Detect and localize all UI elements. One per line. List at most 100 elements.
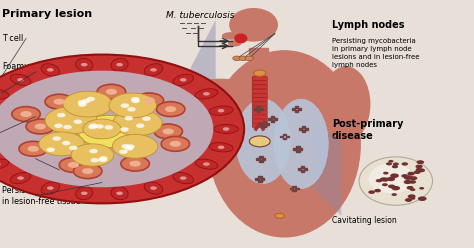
Text: Persisting mycobacteria
in primary lymph node
lesions and in lesion-free
lymph n: Persisting mycobacteria in primary lymph…	[332, 38, 419, 68]
Ellipse shape	[10, 172, 31, 184]
Circle shape	[89, 149, 98, 153]
Bar	[263, 125, 266, 127]
Circle shape	[131, 99, 140, 103]
Ellipse shape	[274, 99, 328, 188]
Circle shape	[71, 144, 114, 166]
Bar	[274, 118, 277, 120]
Circle shape	[374, 189, 381, 192]
FancyBboxPatch shape	[252, 98, 267, 102]
Bar	[298, 168, 301, 170]
Circle shape	[112, 134, 158, 158]
Circle shape	[150, 68, 157, 72]
FancyBboxPatch shape	[252, 115, 267, 119]
Circle shape	[275, 213, 284, 218]
Ellipse shape	[214, 124, 238, 133]
Bar	[253, 141, 256, 142]
Bar	[180, 23, 185, 24]
Bar	[295, 110, 298, 112]
Circle shape	[53, 136, 61, 141]
Circle shape	[97, 84, 126, 99]
Circle shape	[0, 92, 1, 95]
Circle shape	[62, 141, 71, 145]
Ellipse shape	[195, 89, 218, 99]
Circle shape	[382, 183, 388, 186]
Circle shape	[119, 150, 128, 154]
Circle shape	[135, 93, 164, 108]
Circle shape	[47, 68, 54, 72]
FancyBboxPatch shape	[249, 48, 268, 78]
Bar	[259, 141, 262, 142]
Circle shape	[223, 127, 229, 131]
Bar	[182, 28, 187, 29]
Ellipse shape	[10, 74, 31, 86]
Bar	[280, 136, 283, 137]
Bar	[258, 180, 262, 182]
Circle shape	[401, 174, 408, 178]
Ellipse shape	[0, 159, 9, 169]
Bar	[266, 123, 269, 125]
Circle shape	[150, 186, 157, 190]
Circle shape	[47, 186, 54, 190]
Circle shape	[380, 178, 386, 181]
Circle shape	[416, 168, 422, 171]
Circle shape	[383, 172, 389, 175]
Circle shape	[407, 186, 413, 189]
Circle shape	[387, 177, 395, 181]
Circle shape	[128, 107, 136, 112]
Bar	[260, 108, 263, 110]
Circle shape	[99, 158, 107, 162]
Circle shape	[390, 173, 399, 178]
Circle shape	[116, 63, 123, 66]
Circle shape	[0, 55, 244, 203]
Circle shape	[121, 144, 130, 149]
Bar	[187, 23, 192, 24]
Circle shape	[392, 193, 397, 196]
Bar	[296, 150, 300, 152]
Bar	[271, 120, 274, 122]
Circle shape	[17, 176, 24, 180]
Circle shape	[386, 162, 392, 165]
Circle shape	[81, 63, 88, 66]
Circle shape	[393, 162, 399, 166]
Bar	[293, 148, 297, 150]
Circle shape	[57, 113, 65, 117]
Ellipse shape	[322, 67, 370, 141]
Bar	[201, 23, 206, 24]
Ellipse shape	[368, 164, 413, 193]
Circle shape	[54, 124, 63, 128]
Circle shape	[407, 172, 415, 176]
Circle shape	[136, 124, 145, 128]
Circle shape	[113, 110, 162, 136]
Circle shape	[63, 91, 112, 117]
Circle shape	[144, 97, 155, 103]
Ellipse shape	[41, 64, 60, 76]
Circle shape	[95, 124, 104, 129]
Circle shape	[161, 136, 190, 151]
Circle shape	[368, 190, 375, 194]
Circle shape	[404, 180, 412, 184]
Bar	[283, 134, 286, 135]
Circle shape	[73, 164, 102, 179]
Bar	[302, 130, 305, 132]
Circle shape	[120, 103, 129, 108]
Text: Firm caseous core
inhibiting bacterial growth: Firm caseous core inhibiting bacterial g…	[2, 149, 109, 168]
Circle shape	[418, 168, 425, 172]
Bar	[301, 170, 304, 172]
Circle shape	[39, 132, 84, 156]
Circle shape	[54, 99, 65, 105]
Circle shape	[73, 120, 82, 124]
Bar	[191, 28, 196, 29]
Bar	[290, 188, 293, 189]
Circle shape	[26, 119, 55, 134]
Circle shape	[142, 117, 151, 121]
Circle shape	[46, 148, 55, 152]
Circle shape	[388, 185, 395, 188]
Ellipse shape	[111, 58, 128, 71]
Ellipse shape	[173, 172, 193, 184]
Circle shape	[125, 146, 133, 151]
Bar	[261, 178, 264, 180]
Circle shape	[83, 119, 121, 139]
Circle shape	[233, 56, 241, 61]
FancyBboxPatch shape	[252, 93, 267, 97]
Bar	[295, 106, 298, 108]
